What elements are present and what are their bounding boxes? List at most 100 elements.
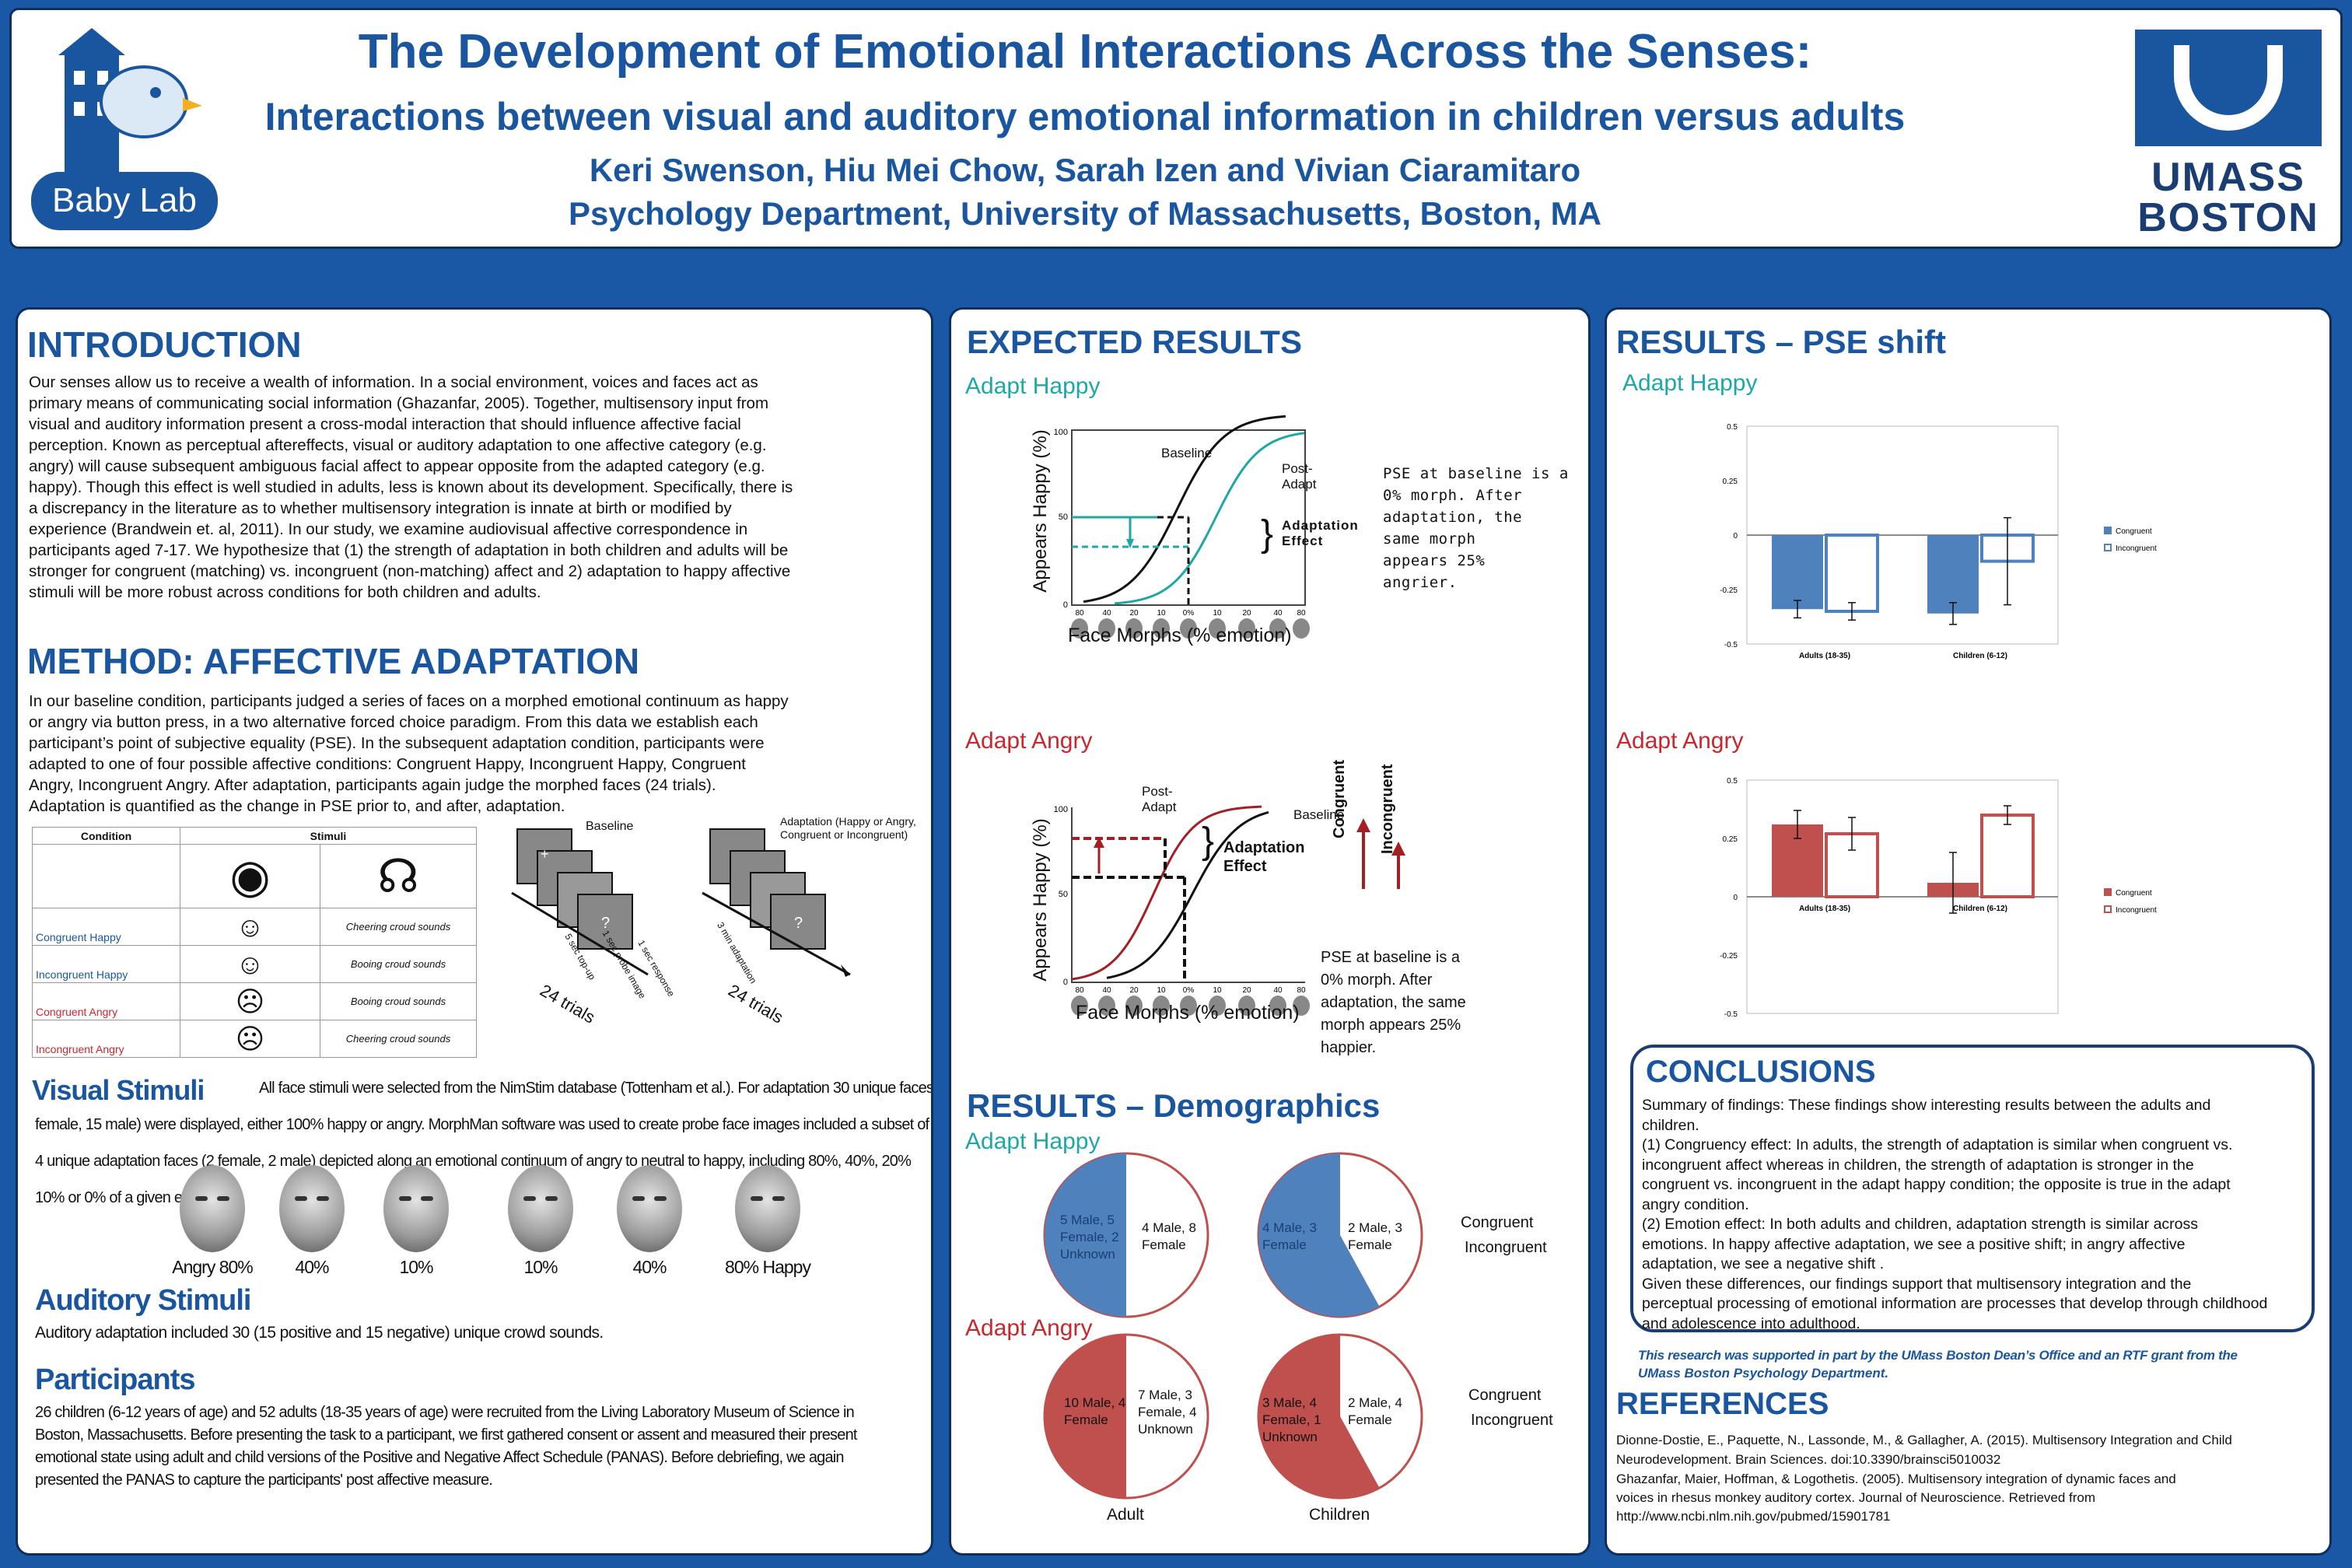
text-line: Adaptation is quantified as the change i…: [29, 797, 565, 815]
pie-happy-child: [1257, 1152, 1423, 1318]
right-panel: RESULTS – PSE shift Adapt Happy 0.5 0.25 0…: [1605, 307, 2332, 1556]
expected-angry-label: Adapt Angry: [965, 728, 1093, 754]
pie-hc-right: 2 Male, 3 Female: [1348, 1220, 1402, 1252]
text-line: or angry via button press, in a two alte…: [29, 713, 758, 731]
legend-swatch: [2104, 905, 2112, 913]
text-line: participant’s point of subjective equali…: [29, 734, 765, 752]
x-tick-label: 40: [1273, 986, 1283, 995]
condition-row: Congruent Angry ☹ Booing croud sounds: [32, 982, 477, 1020]
y-tick-label: -0.5: [1724, 641, 1738, 649]
y-tick-label: 0: [1063, 978, 1068, 987]
text-line: 0% morph. After: [1321, 971, 1433, 989]
y-tick-label: -0.5: [1724, 1010, 1738, 1019]
legend-label: Congruent: [2116, 889, 2152, 898]
text-line: 26 children (6-12 years of age) and 52 a…: [35, 1404, 855, 1421]
text-line: stronger for congruent (matching) vs. in…: [29, 562, 791, 580]
expected-angry-baseline: Baseline: [1293, 807, 1345, 822]
pie-legend-incongruent-2: Incongruent: [1471, 1412, 1553, 1429]
legend-label: Incongruent: [2116, 906, 2157, 915]
x-tick-label: 10: [1213, 609, 1222, 618]
morph-face-thumb: [1180, 996, 1197, 1016]
face-label: Angry 80%: [172, 1257, 254, 1277]
morph-face-thumb: [1153, 996, 1170, 1016]
legend-swatch: [2104, 527, 2112, 534]
pse-angry-label: Adapt Angry: [1616, 728, 1744, 754]
morph-face-thumb: [1293, 618, 1310, 639]
text-line: a discrepancy in the literature as to wh…: [29, 499, 732, 517]
sound-label: Booing croud sounds: [320, 945, 477, 983]
table-header-condition: Condition: [32, 827, 180, 845]
auditory-text: Auditory adaptation included 30 (15 posi…: [35, 1324, 604, 1342]
morph-face-thumb: [1071, 618, 1088, 639]
face-stimulus-image: [383, 1165, 449, 1252]
trials-label-2: 24 trials: [725, 980, 787, 1027]
sound-label: Cheering croud sounds: [320, 908, 477, 946]
support-line-1: This research was supported in part by t…: [1638, 1348, 2238, 1363]
poster-title: The Development of Emotional Interaction…: [358, 25, 1812, 79]
text-line: voices in rhesus monkey auditory cortex.…: [1616, 1490, 2096, 1505]
legend-swatch: [2104, 888, 2112, 896]
condition-label: Incongruent Happy: [32, 945, 180, 983]
text-line: All face stimuli were selected from the …: [259, 1080, 933, 1097]
text-line: adaptation, we see a negative shift .: [1642, 1255, 1885, 1272]
face-stimulus-image: [735, 1165, 800, 1252]
morph-face-thumb: [1125, 996, 1143, 1016]
x-tick-label: 10: [1157, 609, 1166, 618]
expected-happy-effect: Adaptation Effect: [1282, 518, 1359, 548]
text-line: stimuli will be more robust across condi…: [29, 583, 541, 601]
boston-text: BOSTON: [2137, 195, 2319, 240]
morph-face-thumb: [1209, 618, 1226, 639]
pse-happy-chart: 0.5 0.25 0 -0.25 -0.5 Adults (18-35) Children …: [1720, 423, 2157, 660]
y-tick-label: -0.25: [1720, 586, 1738, 595]
text-line: emotional state using adult and child ve…: [35, 1449, 845, 1466]
intro-heading: INTRODUCTION: [27, 324, 302, 365]
morph-face-thumb: [1269, 996, 1286, 1016]
x-tick-label: 80: [1297, 986, 1306, 995]
bar-congruent: [1927, 535, 1979, 614]
x-tick-label: 20: [1129, 986, 1139, 995]
up-arrows: [1356, 818, 1405, 889]
pie-ac-right: 2 Male, 4 Female: [1348, 1395, 1402, 1427]
face-stimulus-image: [180, 1165, 245, 1252]
text-line: happy). Though this effect is well studi…: [29, 478, 793, 496]
expected-happy-brace: }: [1261, 513, 1274, 555]
conclusions-heading: CONCLUSIONS: [1646, 1055, 1876, 1089]
participants-heading: Participants: [35, 1363, 196, 1396]
baby-lab-logo: Baby Lab: [27, 24, 222, 234]
condition-label: Congruent Happy: [32, 908, 180, 946]
text-line: incongruent affect whereas in children, …: [1642, 1156, 2194, 1174]
diagram-plus: +: [541, 846, 549, 862]
morph-face-thumb: [1180, 618, 1197, 639]
text-line: morph appears 25%: [1321, 1017, 1461, 1034]
text-line: visual and auditory information present …: [29, 415, 741, 433]
y-tick-label: 0: [1063, 600, 1068, 610]
y-tick-label: 100: [1054, 428, 1068, 437]
pie-legend-congruent-2: Congruent: [1468, 1387, 1542, 1404]
morph-face-thumb: [1153, 618, 1170, 639]
conclusions-box: [1630, 1045, 2315, 1332]
demographics-angry-label: Adapt Angry: [965, 1315, 1093, 1341]
demographics-heading: RESULTS – Demographics: [967, 1087, 1381, 1124]
expected-happy-baseline: Baseline: [1161, 446, 1213, 460]
text-line: angrier.: [1383, 574, 1458, 591]
y-tick-label: 0: [1733, 894, 1738, 902]
legend-swatch: [2104, 544, 2112, 551]
expected-happy-chart: 80 40 20 10 0% 10 20 40 80 100 50 0: [1054, 415, 1310, 639]
x-tick-label: 0%: [1183, 986, 1195, 995]
expected-happy-xlabel: Face Morphs (% emotion): [1068, 625, 1292, 646]
condition-label: Incongruent Angry: [32, 1020, 180, 1058]
text-line: Given these differences, our findings su…: [1642, 1275, 2192, 1293]
x-tick-label: 80: [1075, 986, 1084, 995]
morph-face-thumb: [1098, 618, 1115, 639]
diagram-baseline-label: Baseline: [586, 820, 634, 833]
adaptation-diagram: Baseline Adaptation (Happy or Angry, Con…: [500, 815, 920, 978]
text-line: In our baseline condition, participants …: [29, 692, 789, 710]
x-tick-label: 20: [1242, 986, 1251, 995]
expected-angry-chart: 80 40 20 10 0% 10 20 40 80 100 50 0: [1054, 805, 1310, 1016]
poster-authors: Keri Swenson, Hiu Mei Chow, Sarah Izen a…: [589, 152, 1581, 188]
text-line: appears 25%: [1383, 552, 1486, 569]
face-stimulus-image: [508, 1165, 573, 1252]
pie-ha-right: 4 Male, 8 Female: [1142, 1220, 1196, 1252]
text-line: Our senses allow us to receive a wealth …: [29, 373, 758, 391]
sound-label: Cheering croud sounds: [320, 1020, 477, 1058]
